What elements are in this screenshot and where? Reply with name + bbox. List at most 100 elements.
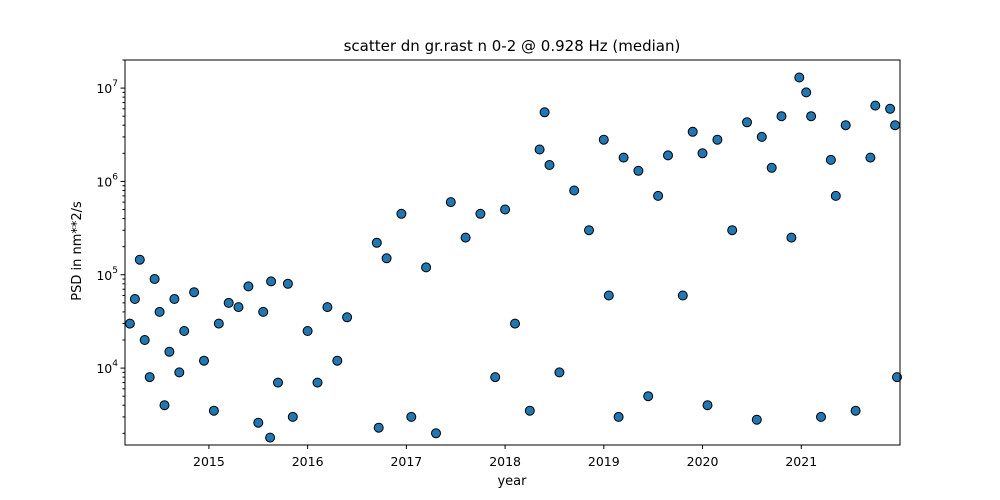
data-point [381,253,392,264]
data-point [159,400,170,411]
plot-frame [124,59,901,446]
data-point [830,190,841,201]
data-point [756,131,767,142]
data-point [373,422,384,433]
data-point [266,276,277,287]
x-tick-label: 2021 [785,454,817,469]
data-point [431,428,441,439]
data-point [885,103,896,114]
data-point [475,208,486,219]
data-point [865,152,876,163]
data-point [223,297,234,308]
x-tick-label: 2017 [390,454,422,469]
data-point [273,377,283,388]
data-point [633,165,644,176]
data-point [199,355,209,366]
data-point [653,190,664,201]
data-point [786,232,797,243]
chart-title: scatter dn gr.rast n 0-2 @ 0.928 Hz (med… [344,37,681,55]
data-point [124,318,135,329]
data-point [258,306,269,317]
data-point [460,232,471,243]
data-point [850,405,861,416]
data-point [677,290,688,301]
data-point [806,111,817,122]
data-point [139,335,150,345]
data-point [751,414,762,425]
data-point [687,126,698,137]
data-point [129,294,140,304]
data-point [870,100,881,111]
data-point [794,72,805,83]
data-point [524,405,535,416]
data-point [322,302,333,313]
data-point [776,111,787,122]
data-point [618,152,629,163]
data-point [169,294,180,304]
data-point [396,208,407,219]
data-point [490,372,501,383]
data-point [510,318,520,329]
data-point [265,432,276,443]
data-point [243,281,254,292]
y-tick-label: 106 [96,172,118,189]
data-point [727,225,738,236]
x-axis-label: year [497,474,527,489]
data-point [371,237,382,248]
data-point [816,411,826,422]
y-axis-ticks: 104 105 106 107 [96,59,125,434]
data-point [554,367,565,378]
data-point [179,326,190,336]
data-point [500,204,511,215]
data-point [208,405,219,416]
data-point [332,355,343,366]
data-point [287,411,298,422]
data-point [598,134,609,145]
data-point [342,312,353,323]
data-point [149,274,160,284]
data-point [406,411,417,422]
data-point [164,346,175,357]
data-point [584,225,594,236]
x-tick-label: 2019 [588,454,620,469]
data-point [302,326,313,336]
data-point [539,107,550,118]
data-point [742,117,752,128]
data-point [603,290,614,301]
data-point [890,120,901,131]
y-tick-label: 104 [96,359,118,376]
data-point [825,154,836,165]
data-point [663,150,673,161]
data-point [154,306,165,317]
data-point [534,144,545,155]
data-point [144,372,155,383]
data-point [445,197,456,208]
x-axis-ticks: 2015 2016 2017 2018 2019 2020 2021 [193,445,817,469]
data-point [312,377,323,388]
data-point [569,185,580,196]
data-point [213,318,224,329]
data-point [892,372,902,383]
data-point [134,254,145,265]
data-point [421,262,432,273]
data-point [643,391,654,402]
data-point [801,87,812,98]
data-point [253,417,264,428]
data-point [702,400,713,411]
data-point [697,148,708,159]
x-tick-label: 2016 [292,454,324,469]
data-point [174,367,185,378]
data-point [282,278,293,289]
y-tick-label: 105 [96,266,118,283]
x-tick-label: 2018 [489,454,521,469]
data-point [840,120,851,131]
data-point [233,302,244,313]
y-tick-label: 107 [96,79,118,96]
x-tick-label: 2015 [193,454,225,469]
data-point [544,160,555,170]
data-point [613,411,624,422]
data-point [712,134,723,145]
data-point [189,287,200,298]
x-tick-label: 2020 [687,454,719,469]
